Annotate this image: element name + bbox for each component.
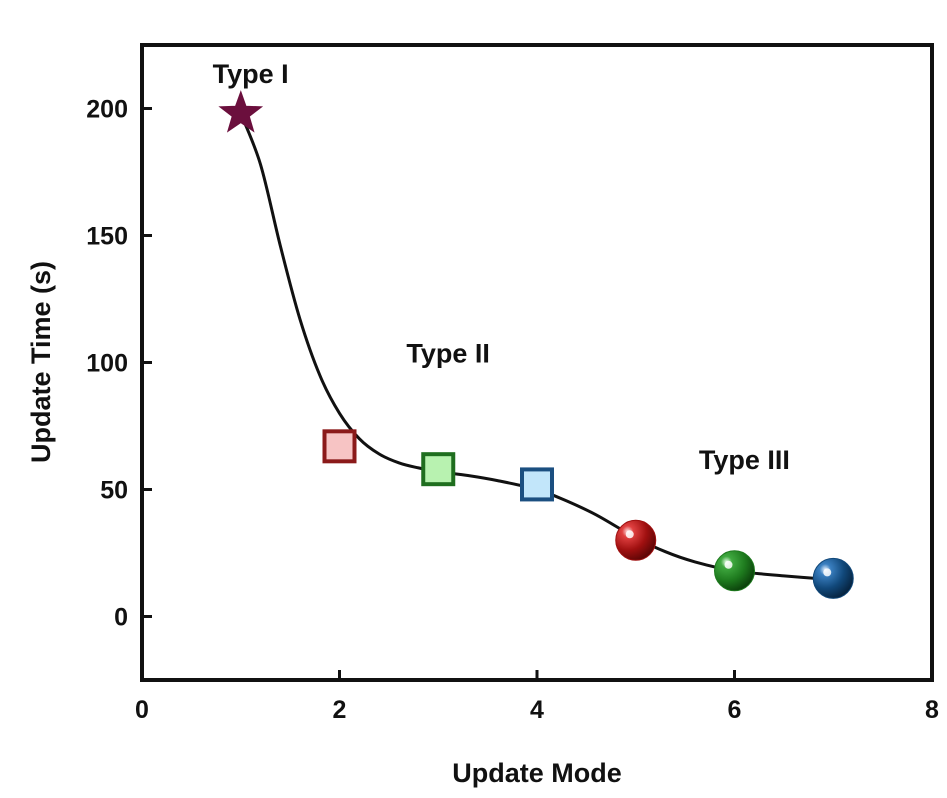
star-marker	[218, 90, 264, 133]
y-axis: 0 50 100 150 200	[86, 96, 152, 632]
x-tick-label: 4	[530, 696, 544, 724]
square-marker	[421, 452, 456, 487]
y-axis-title: Update Time (s)	[26, 261, 56, 463]
x-tick-label: 0	[135, 696, 149, 724]
type-label: Type II	[406, 339, 490, 369]
square-marker	[322, 429, 357, 464]
y-tick-label: 200	[86, 96, 128, 124]
y-tick-label: 100	[86, 350, 128, 378]
sphere-marker	[714, 550, 755, 592]
x-axis-title: Update Mode	[452, 758, 622, 788]
y-tick-label: 150	[86, 223, 128, 251]
plot-frame	[140, 43, 934, 682]
sphere-highlight	[823, 568, 832, 577]
trend-curve	[239, 113, 834, 582]
sphere-marker	[615, 519, 657, 561]
x-tick-label: 2	[333, 696, 347, 724]
x-tick-label: 8	[925, 696, 939, 724]
y-tick-label: 50	[100, 477, 128, 505]
type-label: Type I	[213, 59, 289, 89]
data-markers	[218, 90, 854, 599]
annotations: Type I Type II Type III	[213, 59, 790, 475]
x-axis: 0 2 4 6 8	[135, 670, 939, 724]
sphere-highlight	[724, 560, 733, 569]
sphere-highlight	[625, 530, 634, 539]
square-marker	[520, 467, 554, 502]
type-label: Type III	[699, 445, 790, 475]
x-tick-label: 6	[728, 696, 742, 724]
y-tick-label: 0	[114, 604, 128, 632]
sphere-marker	[812, 557, 854, 599]
